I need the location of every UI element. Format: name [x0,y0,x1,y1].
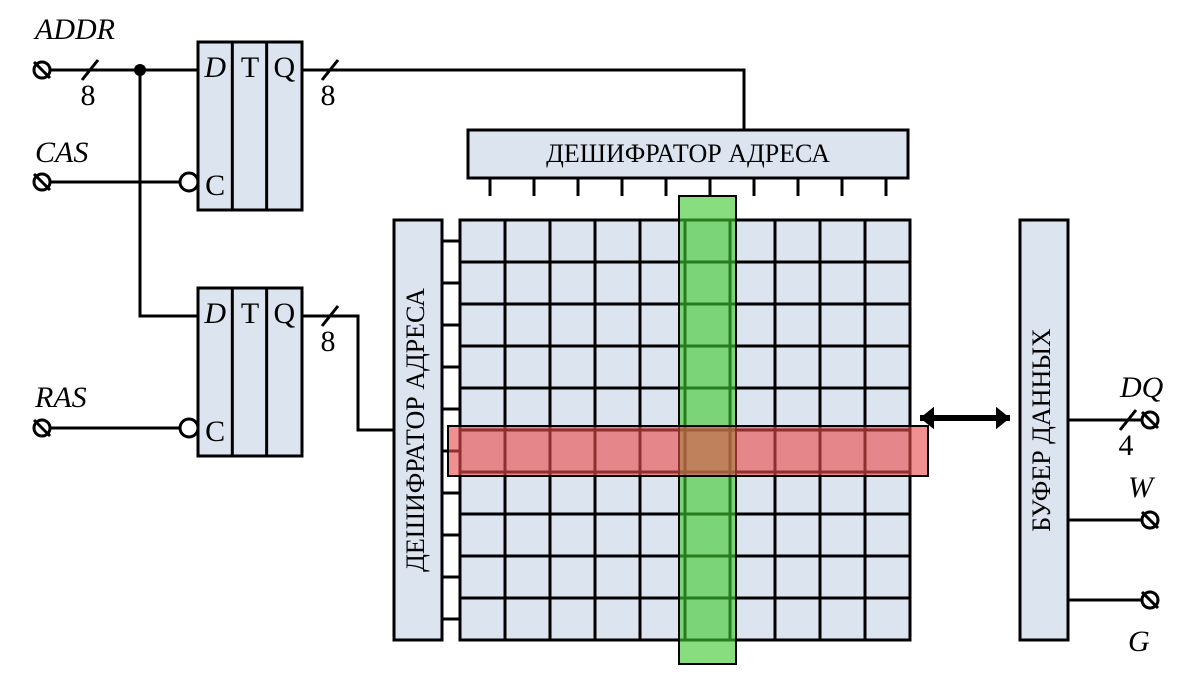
latch-ras [198,288,302,456]
svg-text:DQ: DQ [1119,371,1164,404]
latch-cas [198,42,302,210]
svg-text:8: 8 [321,79,336,112]
svg-text:8: 8 [81,79,96,112]
svg-text:W: W [1128,471,1156,504]
svg-text:ADDR: ADDR [33,13,115,46]
w-port [1138,508,1168,538]
data-buffer [1020,220,1068,640]
memory-array [460,220,910,640]
addr-port [30,50,70,90]
g-port [1138,588,1168,618]
ras-port [30,408,70,448]
svg-text:G: G [1128,625,1150,658]
cas-port [30,162,70,202]
svg-text:4: 4 [1119,429,1134,462]
dq-port [1138,408,1168,438]
svg-text:8: 8 [321,325,336,358]
decoder-row [394,220,442,640]
decoder-column [468,130,908,178]
